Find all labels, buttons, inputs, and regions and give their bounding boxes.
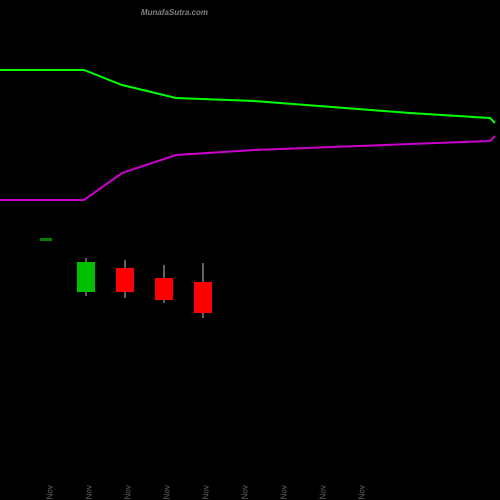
x-label: 19 Nov	[46, 485, 55, 500]
low-label: L:	[286, 29, 294, 40]
title-main: HINDPETRO 395 PE Option Chart	[12, 8, 139, 17]
ohlc-panel: C: 18.80 H: 23.70 O: 22.65 L: 17.65	[0, 18, 500, 40]
x-label: 21 Nov	[124, 485, 133, 500]
ohlc-open: O: 22.65	[177, 29, 217, 40]
x-label: 22 Nov	[163, 485, 172, 500]
title-source: MunafaSutra.com	[141, 8, 208, 17]
chart-container: HINDPETRO 395 PE Option Chart MunafaSutr…	[0, 0, 500, 500]
high-label: H:	[285, 18, 295, 29]
x-label: 20 Nov	[85, 485, 94, 500]
ohlc-row-2: O: 22.65 L: 17.65	[0, 29, 500, 40]
open-value: 22.65	[191, 29, 216, 40]
x-label: 28 Nov	[319, 485, 328, 500]
chart-title: HINDPETRO 395 PE Option Chart MunafaSutr…	[12, 8, 208, 17]
x-axis-labels: 19 Nov20 Nov21 Nov22 Nov25 Nov26 Nov27 N…	[0, 420, 500, 480]
x-label: 25 Nov	[202, 485, 211, 500]
close-label: C:	[176, 18, 186, 29]
ohlc-low: L: 17.65	[286, 29, 323, 40]
x-label: 29 Nov	[358, 485, 367, 500]
x-label: 27 Nov	[280, 485, 289, 500]
open-label: O:	[177, 29, 188, 40]
low-value: 17.65	[298, 29, 323, 40]
ohlc-high: H: 23.70	[285, 18, 324, 29]
x-label: 26 Nov	[241, 485, 250, 500]
close-value: 18.80	[190, 18, 215, 29]
ohlc-close: C: 18.80	[176, 18, 215, 29]
ohlc-row-1: C: 18.80 H: 23.70	[0, 18, 500, 29]
high-value: 23.70	[299, 18, 324, 29]
